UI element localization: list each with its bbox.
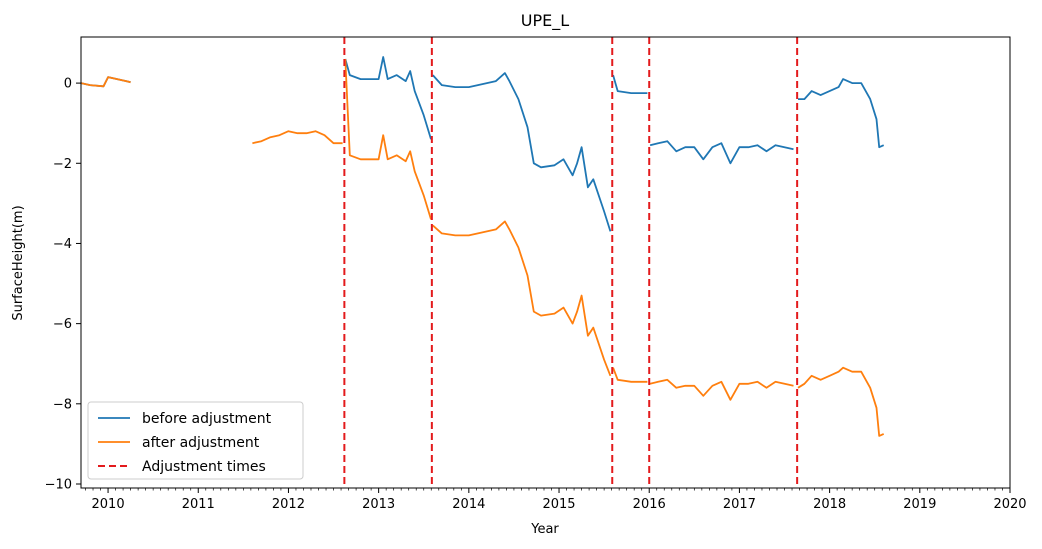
- y-tick-label: −4: [53, 237, 72, 252]
- y-tick-label: −2: [53, 157, 72, 172]
- legend: before adjustment after adjustment Adjustm…: [87, 401, 304, 480]
- x-tick-label: 2019: [903, 497, 936, 512]
- series-1-segment-2: [344, 58, 432, 220]
- x-tick-label: 2020: [993, 497, 1026, 512]
- x-tick-label: 2011: [182, 497, 215, 512]
- series-0-segment-4: [649, 140, 794, 165]
- y-tick-label: 0: [64, 77, 72, 92]
- series-1-segment-0: [81, 76, 131, 88]
- series-0-segment-3: [612, 74, 648, 94]
- legend-box: [87, 401, 304, 480]
- series-1-segment-5: [649, 378, 794, 401]
- x-tick-label: 2010: [92, 497, 125, 512]
- x-tick-label: 2012: [272, 497, 305, 512]
- series-1-segment-4: [612, 367, 648, 383]
- chart-title: UPE_L: [521, 11, 569, 31]
- legend-label: before adjustment: [142, 411, 272, 427]
- y-tick-label: −6: [53, 317, 72, 332]
- series-1-segment-3: [432, 220, 612, 377]
- legend-label: Adjustment times: [142, 459, 266, 475]
- x-tick-label: 2013: [362, 497, 395, 512]
- x-tick-label: 2016: [633, 497, 666, 512]
- x-tick-label: 2018: [813, 497, 846, 512]
- x-tick-label: 2015: [542, 497, 575, 512]
- x-tick-label: 2017: [723, 497, 756, 512]
- series-1-segment-1: [252, 130, 343, 145]
- y-tick-label: −10: [45, 477, 72, 492]
- legend-label: after adjustment: [142, 435, 260, 451]
- series-0-segment-5: [798, 78, 885, 149]
- series-1-segment-6: [797, 366, 885, 437]
- y-tick-label: −8: [53, 397, 72, 412]
- series-0-segment-2: [432, 72, 612, 232]
- y-axis-label: SurfaceHeight(m): [11, 205, 26, 320]
- axes-frame: [80, 36, 1011, 489]
- x-axis-label: Year: [530, 522, 559, 537]
- axes: 2010 2011 2012 2013 2014 2015 2016 2017 2018 2019…: [45, 36, 1027, 512]
- plot-area: [81, 37, 885, 488]
- series-0-segment-1: [344, 56, 432, 140]
- x-tick-label: 2014: [452, 497, 485, 512]
